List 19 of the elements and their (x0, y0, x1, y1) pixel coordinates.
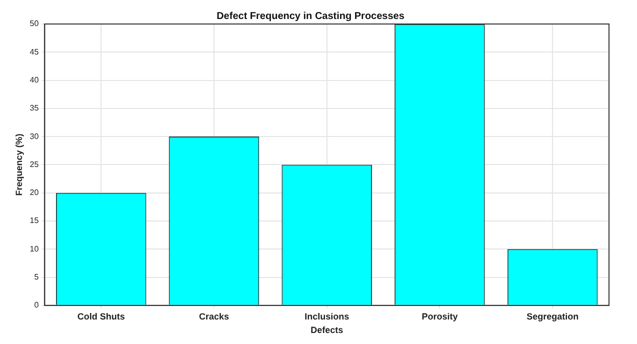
x-tick-label: Cracks (198, 311, 230, 322)
y-tick-label: 50 (30, 19, 40, 28)
x-tick-label: Cold Shuts (77, 311, 125, 322)
y-tick-label: 45 (30, 47, 40, 56)
y-tick-label: 10 (30, 244, 40, 254)
y-tick-label: 30 (30, 132, 40, 141)
x-tick-label: Inclusions (304, 311, 350, 322)
y-tick-label: 15 (30, 216, 40, 226)
y-tick-label: 20 (30, 188, 40, 198)
y-tick-label: 40 (30, 75, 40, 84)
y-axis-title: Frequency (%) (14, 134, 24, 196)
y-tick-label: 25 (30, 160, 40, 169)
y-tick-label: 5 (34, 272, 40, 282)
x-tick-label: Segregation (526, 311, 579, 322)
x-tick-label: Porosity (422, 311, 458, 322)
chart-title: Defect Frequency in Casting Processes (216, 10, 405, 22)
y-tick-label: 0 (34, 300, 40, 310)
x-axis-title: Defects (310, 325, 344, 336)
y-tick-label: 35 (30, 104, 40, 113)
